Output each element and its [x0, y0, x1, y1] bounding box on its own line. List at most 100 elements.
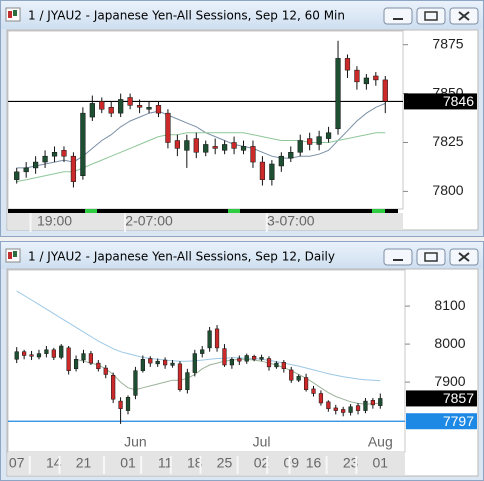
candle-body [148, 358, 153, 364]
candle-body [318, 393, 324, 404]
candle-body [73, 359, 79, 370]
candle-body [341, 409, 346, 413]
candle-body [222, 348, 227, 366]
candle-body [355, 405, 361, 411]
restore-button[interactable] [416, 248, 446, 266]
session-mark [85, 209, 97, 213]
candle-body [111, 374, 116, 400]
month-label: Aug [368, 434, 393, 450]
candle-body [303, 377, 309, 390]
session-mark [228, 209, 240, 213]
candle-body [140, 359, 145, 371]
candle-body [335, 58, 341, 130]
candle-body [184, 140, 190, 151]
candle-body [325, 132, 332, 139]
x-tick-label: 16 [306, 455, 322, 471]
app-icon-part [8, 11, 12, 18]
candle-body [133, 370, 138, 396]
plot-area [7, 30, 404, 210]
candle-body [250, 146, 256, 163]
price-tag [406, 413, 477, 430]
restore-button[interactable] [416, 7, 446, 25]
candle-body [373, 75, 379, 81]
candle-body [96, 362, 101, 370]
candle-body [23, 167, 29, 173]
candle-body [170, 362, 175, 366]
candle-body [192, 353, 197, 373]
x-tick-label: 18 [187, 455, 203, 471]
x-tick-label: 25 [217, 455, 233, 471]
candle-body [165, 112, 171, 143]
minimize-button[interactable] [383, 7, 413, 25]
candle-body [259, 161, 266, 180]
close-button[interactable] [449, 248, 479, 266]
candle-body [378, 398, 383, 406]
candle-body [333, 407, 338, 411]
candle-body [229, 359, 234, 366]
candle-body [269, 163, 275, 180]
candle-body [99, 101, 105, 110]
y-tick-label: 7825 [432, 133, 463, 149]
moving-average-line [75, 358, 381, 405]
candle-body [118, 99, 124, 114]
candle-body [278, 155, 284, 167]
candle-body [177, 363, 183, 390]
candle-body [185, 372, 190, 390]
candle-body [281, 362, 286, 370]
x-tick-label: 01 [120, 455, 136, 471]
candle-body [22, 351, 27, 356]
session-bar [8, 209, 398, 213]
close-button[interactable] [449, 7, 479, 25]
candle-body [370, 400, 375, 406]
candle-body [288, 152, 294, 159]
candle-body [382, 79, 388, 102]
price-tag [404, 93, 477, 110]
candle-body [244, 355, 249, 362]
x-tick-label: 23 [343, 455, 359, 471]
candle-body [44, 349, 49, 354]
candle-body [103, 367, 108, 375]
x-tick-label: 2-07:00 [125, 213, 173, 229]
candle-body [240, 146, 247, 151]
candle-body [155, 360, 160, 365]
candle-body [203, 144, 209, 153]
app-icon-part [8, 252, 12, 259]
candle-body [146, 107, 152, 110]
candle-body [127, 97, 133, 106]
y-tick-label: 7875 [432, 35, 463, 51]
x-tick-label: 21 [76, 455, 92, 471]
x-tick-label: 14 [46, 455, 62, 471]
candle-body [163, 359, 168, 366]
candle-body [200, 349, 205, 354]
candle-body [344, 58, 351, 71]
candle-body [363, 400, 368, 411]
candle-body [266, 358, 272, 368]
candle-body [51, 349, 56, 358]
minimize-button[interactable] [383, 248, 413, 266]
candle-body [193, 138, 199, 153]
candle-body [214, 328, 220, 349]
x-tick-label: 19:00 [37, 213, 72, 229]
month-label: Jul [253, 434, 271, 450]
session-mark [372, 209, 385, 213]
candle-body [51, 152, 58, 157]
x-tick-label: 07 [9, 455, 25, 471]
candle-body [212, 146, 218, 149]
y-tick-label: 7800 [432, 182, 463, 198]
candle-body [259, 357, 264, 360]
date-axis-strip [8, 453, 405, 475]
candle-body [296, 376, 301, 381]
candle-body [125, 397, 131, 411]
window-title: 1 / JYAU2 - Japanese Yen-All Sessions, S… [28, 9, 345, 23]
candle-body [289, 369, 294, 381]
x-tick-label: 3-07:00 [267, 213, 315, 229]
x-tick-label: 01 [373, 455, 389, 471]
candle-body [14, 171, 20, 180]
candle-body [307, 138, 313, 145]
candle-body [237, 358, 242, 362]
price-tag-label: 7857 [443, 390, 474, 406]
y-tick-label: 8100 [434, 297, 465, 313]
candle-body [348, 406, 353, 413]
candle-body [61, 150, 67, 157]
